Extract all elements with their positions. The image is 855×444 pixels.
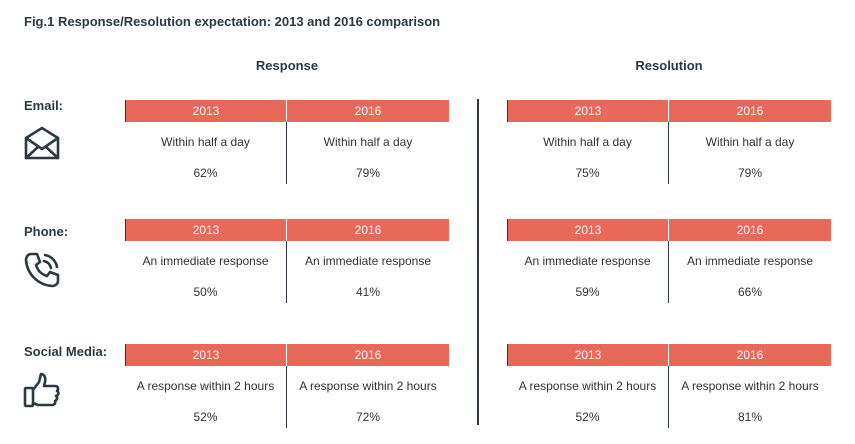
year-header-2013: 2013 <box>507 344 669 366</box>
table-email-resolution: 2013 2016 Within half a day 75% Within h… <box>507 100 831 184</box>
year-header-2013: 2013 <box>507 219 669 241</box>
cell-percentage: 72% <box>355 410 381 424</box>
cell-description: A response within 2 hours <box>299 379 437 393</box>
cell-percentage: 52% <box>193 410 218 424</box>
section-heading-resolution: Resolution <box>635 58 703 73</box>
year-header-2013: 2013 <box>125 219 287 241</box>
section-divider <box>477 99 479 425</box>
cell-percentage: 81% <box>737 410 763 424</box>
year-header-2016: 2016 <box>287 219 449 241</box>
table-phone-resolution: 2013 2016 An immediate response 59% An i… <box>507 219 831 303</box>
cell-percentage: 41% <box>355 285 381 299</box>
envelope-icon <box>22 124 62 164</box>
cell-description: A response within 2 hours <box>136 379 275 393</box>
table-phone-response: 2013 2016 An immediate response 50% An i… <box>125 219 449 303</box>
table-social-media-resolution: 2013 2016 A response within 2 hours 52% … <box>507 344 831 428</box>
cell-percentage: 62% <box>193 166 218 180</box>
year-header-2016: 2016 <box>287 344 449 366</box>
category-label-phone: Phone: <box>24 224 69 239</box>
cell-description: Within half a day <box>161 135 250 149</box>
cell-percentage: 79% <box>737 166 763 180</box>
cell-description: Within half a day <box>323 135 413 149</box>
year-header-2016: 2016 <box>287 100 449 122</box>
cell-percentage: 52% <box>575 410 600 424</box>
category-label-email: Email: <box>24 98 64 113</box>
cell-description: A response within 2 hours <box>518 379 657 393</box>
cell-description: An immediate response <box>686 254 814 268</box>
cell-description: A response within 2 hours <box>681 379 819 393</box>
year-header-2016: 2016 <box>669 344 831 366</box>
table-social-media-response: 2013 2016 A response within 2 hours 52% … <box>125 344 449 428</box>
cell-description: An immediate response <box>142 254 269 268</box>
table-email-response: 2013 2016 Within half a day 62% Within h… <box>125 100 449 184</box>
category-label-social-media: Social Media: <box>24 344 108 359</box>
year-header-2016: 2016 <box>669 100 831 122</box>
cell-percentage: 59% <box>575 285 600 299</box>
year-header-2013: 2013 <box>507 100 669 122</box>
cell-description: Within half a day <box>543 135 632 149</box>
cell-percentage: 79% <box>355 166 381 180</box>
section-heading-response: Response <box>255 58 319 73</box>
year-header-2013: 2013 <box>125 100 287 122</box>
cell-description: Within half a day <box>705 135 795 149</box>
year-header-2016: 2016 <box>669 219 831 241</box>
cell-percentage: 75% <box>575 166 600 180</box>
cell-description: An immediate response <box>524 254 651 268</box>
cell-description: An immediate response <box>304 254 432 268</box>
thumbs-up-icon <box>22 370 62 410</box>
phone-icon <box>22 250 62 290</box>
cell-percentage: 66% <box>737 285 763 299</box>
chart-title: Fig.1 Response/Resolution expectation: 2… <box>24 14 441 29</box>
year-header-2013: 2013 <box>125 344 287 366</box>
cell-percentage: 50% <box>193 285 218 299</box>
